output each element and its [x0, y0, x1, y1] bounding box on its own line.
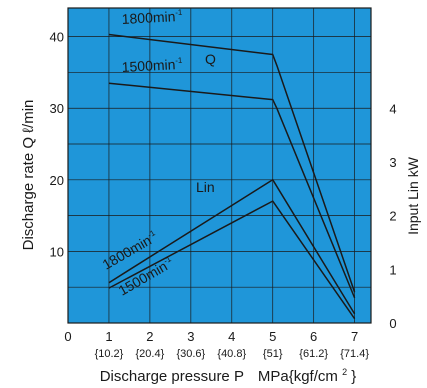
speed-label-text: 1800min [121, 8, 175, 27]
x-tick-label: 5 [269, 329, 276, 344]
y-left-tick-label: 40 [50, 30, 64, 45]
x-tick-label-kgf: {40.8} [217, 348, 246, 360]
series-line-0 [108, 33, 356, 293]
x-tick-label-kgf: {30.6} [176, 348, 205, 360]
speed-label-text: 1500min [121, 56, 175, 75]
y-right-tick-label: 1 [389, 262, 396, 277]
y-right-tick-label: 3 [389, 155, 396, 170]
y-axis-title-right: Input Lin kW [405, 156, 421, 235]
x-tick-label-kgf: {20.4} [136, 348, 165, 360]
speed-label-1: 1500min-1 [121, 56, 183, 75]
series-label-q: Q [205, 51, 216, 67]
y-right-tick-label: 0 [389, 316, 396, 331]
speed-label-sup: -1 [162, 254, 173, 266]
speed-label-0: 1800min-1 [121, 8, 183, 27]
series-line-3 [108, 200, 356, 320]
y-left-tick-label: 10 [50, 244, 64, 259]
series-line-1 [108, 82, 356, 299]
series-lines [108, 33, 356, 320]
speed-label-sup: -1 [175, 8, 183, 17]
speed-label-sup: -1 [146, 228, 157, 240]
x-axis-title-unit-close: } [351, 368, 356, 385]
x-tick-label-kgf: {71.4} [340, 348, 369, 360]
x-axis-title: Discharge pressure P MPa{kgf/cm 2 } [100, 362, 357, 385]
x-tick-label: 3 [187, 329, 194, 344]
x-tick-label: 4 [228, 329, 235, 344]
plot-frame [67, 7, 372, 324]
x-axis-title-main: Discharge pressure P [100, 368, 244, 385]
x-axis-title-unit-sup: 2 [342, 367, 347, 377]
tick-labels: 0 1 2 3 4 5 6 7 {10.2} {20.4} {30.6} {40.8} {51} {61.… [50, 30, 397, 360]
x-tick-label: 0 [64, 329, 71, 344]
y-right-tick-label: 2 [389, 209, 396, 224]
x-tick-label: 7 [351, 329, 358, 344]
x-tick-label: 2 [146, 329, 153, 344]
x-tick-label-kgf: {51} [263, 348, 283, 360]
series-line-2 [108, 178, 356, 315]
x-tick-label: 6 [310, 329, 317, 344]
x-tick-label: 1 [105, 329, 112, 344]
x-axis-title-unit: MPa{kgf/cm [258, 368, 338, 385]
y-left-tick-label: 20 [50, 173, 64, 188]
x-tick-label-kgf: {61.2} [299, 348, 328, 360]
y-right-tick-label: 4 [389, 101, 396, 116]
x-tick-label-kgf: {10.2} [95, 348, 124, 360]
series-label-lin: Lin [196, 179, 215, 195]
speed-label-sup: -1 [175, 56, 183, 65]
y-axis-title-left: Discharge rate Q ℓ/min [20, 100, 37, 251]
y-left-tick-label: 30 [50, 101, 64, 116]
